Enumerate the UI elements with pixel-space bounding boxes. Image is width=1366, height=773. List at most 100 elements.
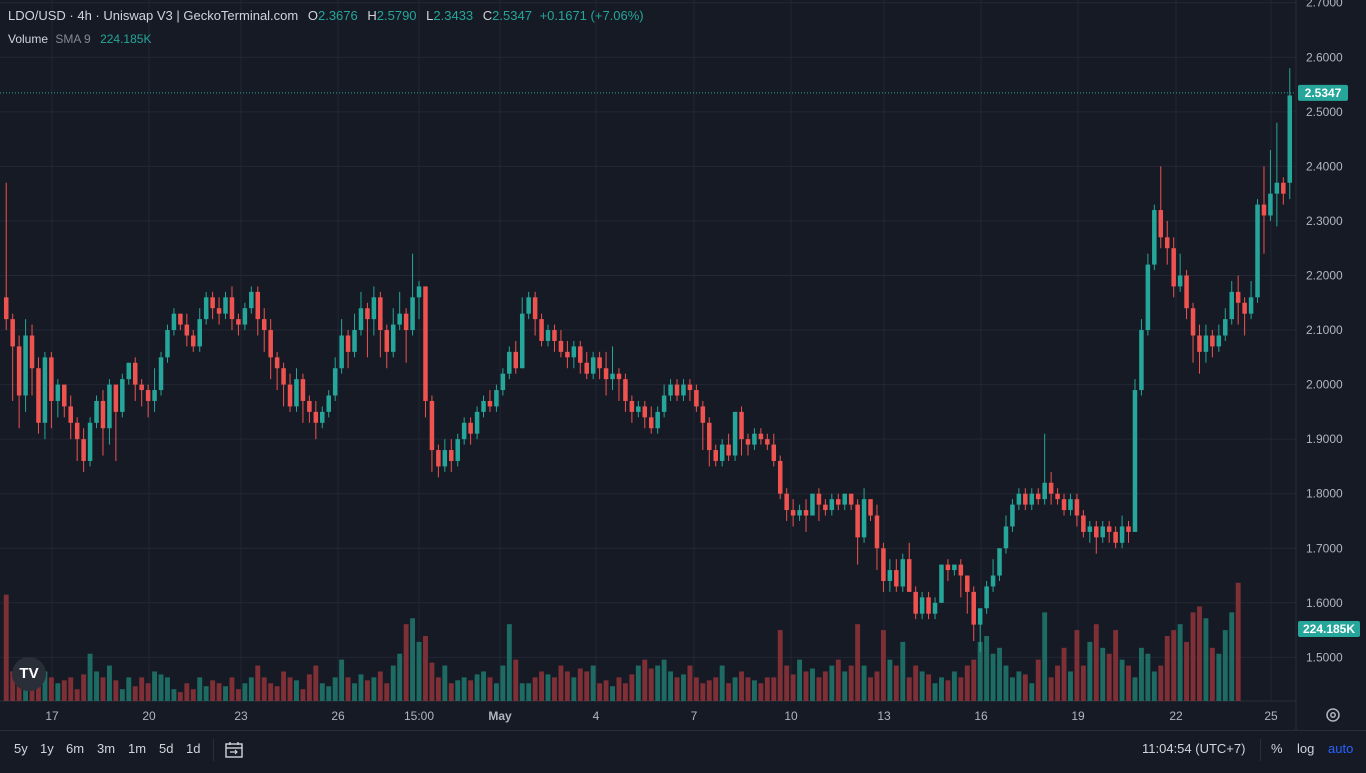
- candle-body: [1177, 275, 1183, 287]
- volume-bar: [339, 659, 345, 701]
- volume-bar: [1113, 630, 1119, 701]
- range-1m-button[interactable]: 1m: [128, 741, 147, 756]
- candle-body: [674, 384, 680, 396]
- x-tick-label: 20: [142, 709, 156, 723]
- candle-body: [261, 319, 267, 331]
- candle-body: [236, 319, 241, 325]
- auto-scale-button[interactable]: auto: [1328, 741, 1354, 756]
- volume-bar: [1184, 641, 1190, 701]
- candle-body: [126, 362, 132, 380]
- candle: [1081, 510, 1086, 538]
- candle: [590, 351, 596, 380]
- candle-body: [681, 384, 686, 396]
- volume-bar: [919, 671, 925, 701]
- volume-bar: [268, 683, 274, 701]
- candle-body: [62, 384, 67, 407]
- volume-bar: [132, 686, 138, 701]
- volume-bar: [100, 677, 106, 701]
- volume-bar: [848, 665, 854, 701]
- range-5y-button[interactable]: 5y: [14, 741, 28, 756]
- volume-bar: [597, 683, 603, 701]
- volume-bar: [822, 671, 828, 701]
- candle-body: [584, 362, 589, 374]
- candle: [1132, 379, 1138, 532]
- tradingview-logo-icon[interactable]: TV: [12, 657, 46, 691]
- candle: [726, 433, 731, 461]
- candle: [1119, 515, 1125, 549]
- candle-body: [1139, 330, 1144, 391]
- range-5d-button[interactable]: 5d: [159, 741, 174, 756]
- candle-body: [745, 439, 751, 445]
- log-scale-button[interactable]: log: [1297, 741, 1315, 756]
- candle: [1010, 499, 1015, 532]
- candle-body: [397, 313, 402, 325]
- candle-body: [487, 400, 493, 407]
- clock-timezone[interactable]: 11:04:54 (UTC+7): [1142, 741, 1246, 756]
- candle: [320, 406, 325, 429]
- last-volume-badge: [1298, 621, 1360, 637]
- candle: [861, 488, 867, 543]
- candle: [848, 493, 854, 511]
- volume-bar: [590, 665, 596, 701]
- candle-body: [919, 597, 925, 614]
- candle-body: [816, 493, 822, 505]
- candle: [1100, 520, 1105, 543]
- range-1d-button[interactable]: 1d: [186, 741, 201, 756]
- candle-body: [455, 439, 460, 461]
- candle: [203, 291, 209, 325]
- volume-bar: [719, 665, 725, 701]
- volume-bar: [184, 683, 190, 701]
- candle-body: [848, 493, 854, 505]
- candle-body: [578, 346, 583, 363]
- candle-body: [1055, 493, 1060, 500]
- candle: [468, 417, 473, 445]
- volume-bar: [951, 671, 957, 701]
- candle: [507, 346, 512, 380]
- candle-body: [294, 379, 299, 407]
- high-label: H: [367, 8, 377, 23]
- candle: [674, 379, 680, 401]
- range-1y-button[interactable]: 1y: [40, 741, 54, 756]
- candle-body: [1223, 319, 1228, 336]
- calendar-goto-icon[interactable]: [224, 740, 244, 760]
- volume-bar: [281, 671, 287, 701]
- candle-body: [132, 362, 138, 385]
- volume-bar: [203, 686, 209, 701]
- source-label: GeckoTerminal.com: [183, 8, 299, 23]
- last-price-badge: [1298, 84, 1348, 101]
- volume-bar: [810, 668, 815, 701]
- percent-scale-button[interactable]: %: [1271, 741, 1283, 756]
- x-tick-label: 7: [691, 709, 698, 723]
- y-tick-label: 1.5000: [1306, 650, 1343, 664]
- volume-bar: [139, 677, 145, 701]
- volume-bar: [468, 680, 474, 701]
- range-3m-button[interactable]: 3m: [97, 741, 116, 756]
- candle: [571, 340, 577, 369]
- candle: [1216, 324, 1222, 352]
- candle: [1113, 526, 1118, 549]
- candle: [900, 553, 906, 592]
- candle: [655, 406, 660, 434]
- candle-body: [461, 422, 467, 440]
- candle: [616, 368, 622, 401]
- candle-body: [965, 575, 970, 592]
- candle-body: [1184, 275, 1189, 309]
- candle: [184, 313, 190, 347]
- candle-body: [74, 422, 80, 440]
- candle: [474, 406, 480, 440]
- volume-bar: [429, 662, 435, 701]
- volume-bar: [106, 665, 112, 701]
- range-6m-button[interactable]: 6m: [66, 741, 85, 756]
- candle-body: [539, 319, 544, 341]
- candle-body: [339, 335, 344, 369]
- volume-bar: [739, 671, 744, 701]
- candle: [687, 379, 693, 401]
- candle-body: [855, 504, 860, 538]
- candle-body: [603, 368, 609, 380]
- gear-icon[interactable]: [1324, 706, 1342, 724]
- volume-bar: [1203, 618, 1209, 701]
- candle-body: [100, 400, 106, 429]
- candle-body: [732, 411, 738, 456]
